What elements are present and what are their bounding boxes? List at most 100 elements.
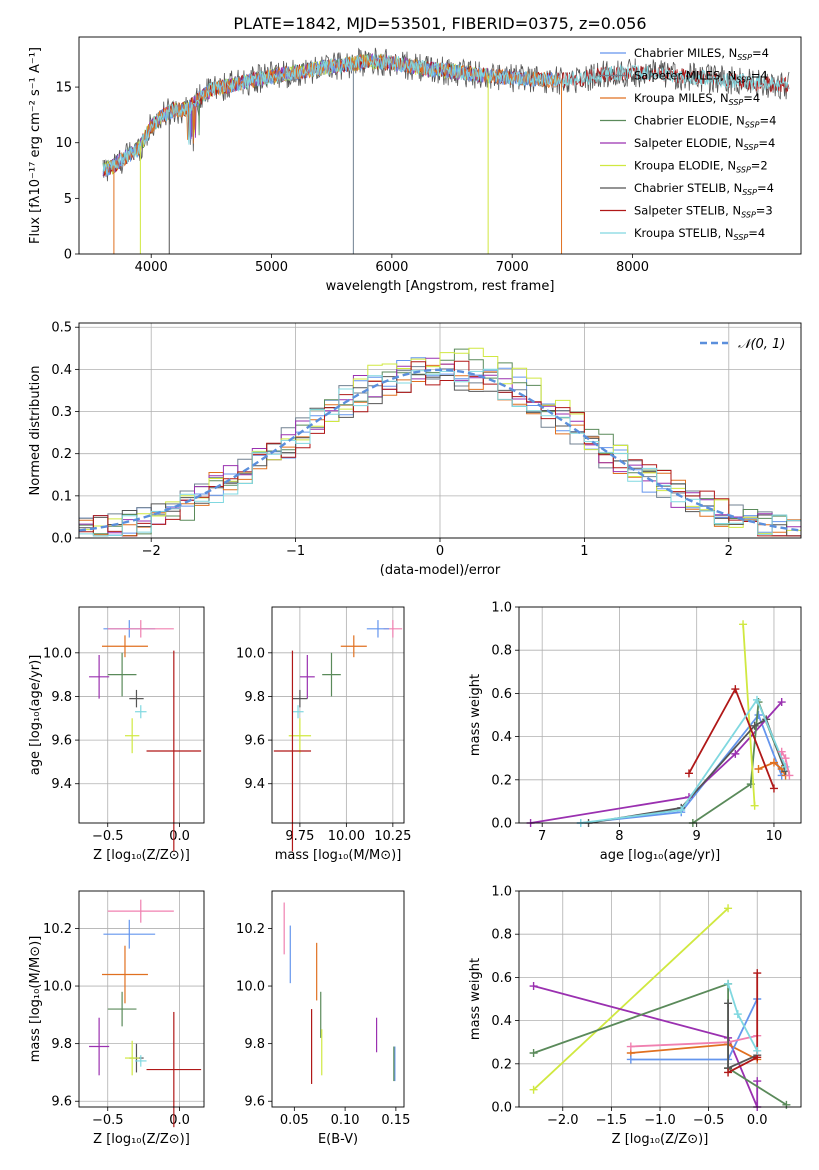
axes-frame [78,36,802,255]
x-tick-label: 0.0 [169,829,190,844]
weight-marker [731,685,740,694]
weight-marker [777,698,786,707]
y-tick-label: 10 [55,136,72,151]
y-tick-label: 0.3 [51,405,72,420]
age-weight-panel: 7 8 9 10 0.0 0.2 0.4 0.6 0.8 1.0 age [log₁₀(age/yr… [468,601,802,863]
y-tick-label: 0.0 [491,1101,512,1116]
y-tick-label: 9.6 [51,734,72,749]
x-axis-label: Z [log₁₀(Z/Z⊙)] [93,1132,190,1147]
y-tick-label: 0.2 [491,1057,512,1072]
weight-marker [739,620,748,629]
weight-marker [753,1046,762,1055]
figure-title: PLATE=1842, MJD=53501, FIBERID=0375, z=0… [233,14,646,33]
weight-marker [754,765,763,773]
weight-marker [754,711,763,719]
weight-marker [724,999,733,1008]
weight-marker [677,806,686,815]
x-tick-label: 8 [615,829,623,844]
x-tick-label: 10.25 [374,829,411,844]
weight-marker [750,801,759,810]
x-axis-label: age [log₁₀(age/yr)] [600,848,721,863]
y-tick-label: 9.4 [51,777,72,792]
weight-marker [781,754,790,763]
y-axis-label: mass weight [468,674,483,756]
axes-frame [271,606,405,824]
weight-line [533,985,759,1108]
legend-label: Kroupa STELIB, NSSP=4 [634,226,765,242]
x-axis-label: Z [log₁₀(Z/Z⊙)] [612,1132,709,1147]
axes-frame [78,322,802,539]
z-mass-panel: −0.5 0.0 9.6 9.8 10.0 10.2 Z [log₁₀(Z/Z⊙)] mass… [28,890,205,1147]
histogram-kroupa-elodie [79,347,801,537]
y-tick-label: 0.0 [51,532,72,547]
y-tick-label: 0.2 [491,773,512,788]
axes-frame [518,606,802,824]
weight-line [742,624,756,806]
axes-frame [518,890,802,1108]
weight-marker [753,969,762,978]
x-tick-label: −1 [286,544,305,559]
x-tick-label: −1.0 [644,1113,676,1128]
legend-label: 𝒩(0, 1) [738,337,785,352]
weight-marker [684,769,693,778]
y-tick-label: 9.8 [244,1037,265,1052]
x-tick-label: 10.00 [328,829,365,844]
weight-line [530,701,783,824]
weight-marker [724,979,733,988]
spectrum-line-kroupa-stelib [102,54,790,177]
x-tick-label: 7 [538,829,546,844]
x-tick-label: 0.0 [169,1113,190,1128]
y-tick-label: 10.0 [236,646,265,661]
legend-label: Chabrier MILES, NSSP=4 [634,46,769,62]
x-tick-label: 10 [766,829,783,844]
y-tick-label: 9.6 [244,734,265,749]
x-tick-label: 5000 [255,260,288,275]
legend-label: Chabrier ELODIE, NSSP=4 [634,114,776,130]
y-tick-label: 0.4 [491,730,512,745]
y-tick-label: 9.6 [244,1095,265,1110]
x-tick-label: 7000 [496,260,529,275]
axes-frame [78,606,205,824]
y-tick-label: 1.0 [491,885,512,900]
weight-line [758,761,787,776]
y-axis-label: Normed distribution [28,366,43,496]
weight-marker [777,747,786,756]
y-tick-label: 0.8 [491,928,512,943]
x-tick-label: 9 [693,829,701,844]
x-tick-label: −0.5 [92,1113,124,1128]
x-tick-label: −2 [142,544,161,559]
y-axis-label: mass weight [468,958,483,1040]
weight-marker [785,771,794,780]
x-axis-label: mass [log₁₀(M/M⊙)] [275,848,402,863]
gaussian-curve [78,368,802,532]
weight-marker [769,784,778,793]
x-tick-label: 0.10 [331,1113,360,1128]
y-tick-label: 1.0 [491,601,512,616]
y-tick-label: 0.6 [491,971,512,986]
x-tick-label: 2 [725,544,733,559]
weight-marker [731,749,740,758]
y-tick-label: 9.8 [244,690,265,705]
histogram-chabrier-stelib [79,374,801,537]
weight-marker [529,982,538,991]
legend-label: Salpeter MILES, NSSP=4 [634,69,768,85]
x-tick-label: −2.0 [547,1113,579,1128]
weight-marker [769,758,778,767]
x-axis-label: E(B-V) [318,1132,358,1147]
x-tick-label: 1 [580,544,588,559]
legend-label: Salpeter STELIB, NSSP=3 [634,204,773,220]
weight-line [580,698,787,824]
y-tick-label: 9.6 [51,1095,72,1110]
weight-marker [724,1068,733,1077]
y-tick-label: 0.4 [491,1014,512,1029]
y-tick-label: 10.2 [236,922,265,937]
x-tick-label: 9.75 [285,829,314,844]
z-weight-panel: −2.0 −1.5 −1.0 −0.5 0.0 0.0 0.2 0.4 0.6 0.8 1.0 Z [… [468,885,802,1147]
x-tick-label: 0.0 [747,1113,768,1128]
x-tick-label: 0.15 [381,1113,410,1128]
y-axis-label: Flux [fλ10⁻¹⁷ erg cm⁻² s⁻¹ A⁻¹] [28,47,43,244]
weight-marker [782,1100,791,1109]
weight-marker [626,1055,635,1064]
